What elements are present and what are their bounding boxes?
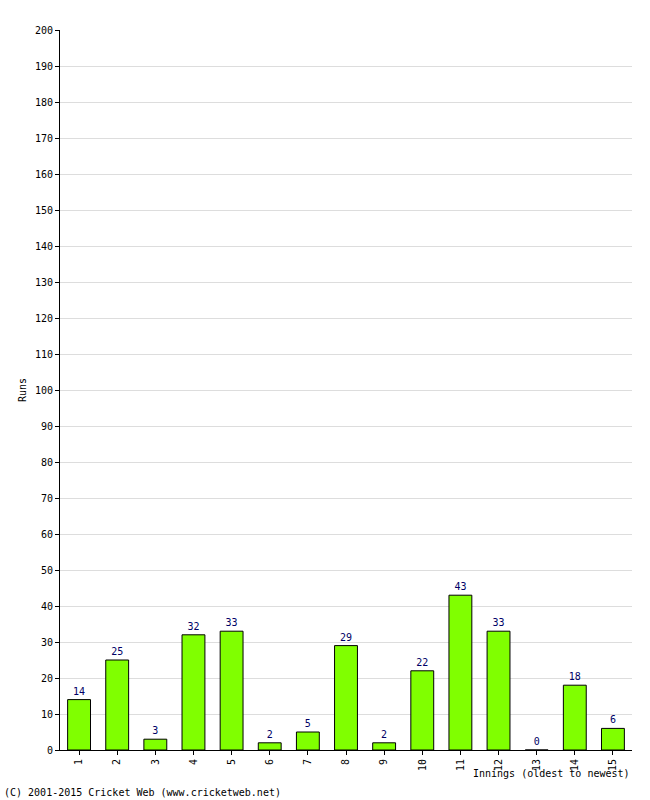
svg-text:8: 8 xyxy=(340,759,351,765)
svg-text:120: 120 xyxy=(35,313,53,324)
svg-text:160: 160 xyxy=(35,169,53,180)
svg-text:60: 60 xyxy=(41,529,53,540)
svg-text:Runs: Runs xyxy=(17,378,28,402)
svg-text:110: 110 xyxy=(35,349,53,360)
svg-text:22: 22 xyxy=(416,657,428,668)
svg-text:10: 10 xyxy=(41,709,53,720)
svg-text:30: 30 xyxy=(41,637,53,648)
svg-text:14: 14 xyxy=(73,686,85,697)
svg-text:25: 25 xyxy=(111,646,123,657)
svg-text:0: 0 xyxy=(47,745,53,756)
svg-text:0: 0 xyxy=(534,736,540,747)
svg-text:2: 2 xyxy=(267,729,273,740)
svg-text:100: 100 xyxy=(35,385,53,396)
svg-text:11: 11 xyxy=(455,759,466,771)
svg-text:130: 130 xyxy=(35,277,53,288)
svg-text:9: 9 xyxy=(378,759,389,765)
svg-text:170: 170 xyxy=(35,133,53,144)
svg-text:180: 180 xyxy=(35,97,53,108)
svg-text:32: 32 xyxy=(187,621,199,632)
svg-text:20: 20 xyxy=(41,673,53,684)
svg-text:33: 33 xyxy=(226,617,238,628)
svg-text:7: 7 xyxy=(302,759,313,765)
svg-text:40: 40 xyxy=(41,601,53,612)
svg-text:6: 6 xyxy=(264,759,275,765)
svg-text:10: 10 xyxy=(417,759,428,771)
svg-text:5: 5 xyxy=(226,759,237,765)
svg-text:50: 50 xyxy=(41,565,53,576)
svg-text:43: 43 xyxy=(454,581,466,592)
svg-text:80: 80 xyxy=(41,457,53,468)
svg-text:5: 5 xyxy=(305,718,311,729)
svg-text:150: 150 xyxy=(35,205,53,216)
svg-text:(C) 2001-2015 Cricket Web (www: (C) 2001-2015 Cricket Web (www.cricketwe… xyxy=(4,787,281,798)
svg-text:Innings (oldest to newest): Innings (oldest to newest) xyxy=(473,768,630,779)
svg-text:6: 6 xyxy=(610,714,616,725)
svg-text:18: 18 xyxy=(569,671,581,682)
svg-text:90: 90 xyxy=(41,421,53,432)
svg-text:1: 1 xyxy=(73,759,84,765)
svg-text:29: 29 xyxy=(340,632,352,643)
svg-text:13: 13 xyxy=(531,759,542,771)
svg-text:140: 140 xyxy=(35,241,53,252)
svg-text:2: 2 xyxy=(381,729,387,740)
svg-text:12: 12 xyxy=(493,759,504,771)
svg-text:15: 15 xyxy=(607,759,618,771)
svg-text:2: 2 xyxy=(111,759,122,765)
svg-text:200: 200 xyxy=(35,25,53,36)
svg-text:14: 14 xyxy=(569,759,580,771)
svg-text:33: 33 xyxy=(493,617,505,628)
svg-text:190: 190 xyxy=(35,61,53,72)
svg-text:70: 70 xyxy=(41,493,53,504)
svg-text:4: 4 xyxy=(188,759,199,765)
svg-text:3: 3 xyxy=(152,725,158,736)
svg-text:3: 3 xyxy=(150,759,161,765)
